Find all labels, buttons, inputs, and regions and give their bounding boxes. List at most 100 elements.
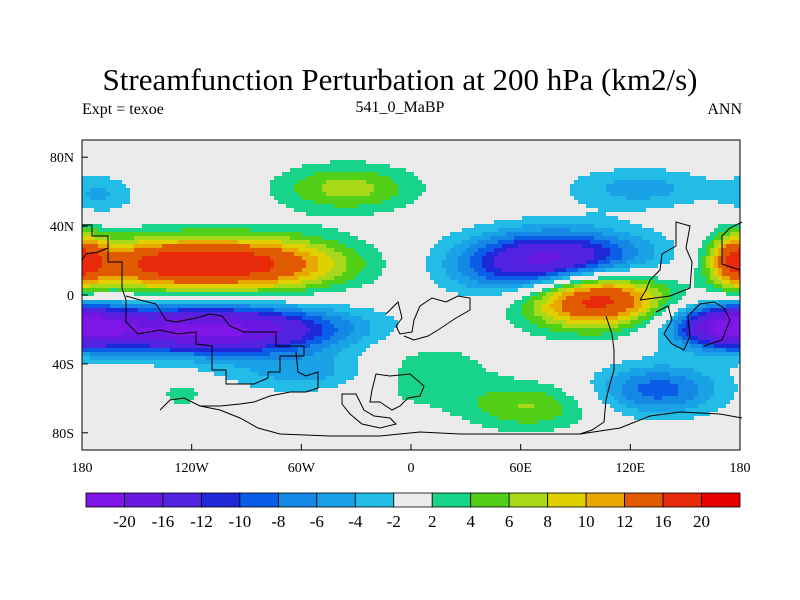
- contour-cell: [738, 180, 741, 185]
- contour-cell: [618, 148, 623, 153]
- contour-cell: [574, 188, 579, 193]
- contour-cell: [242, 216, 247, 221]
- contour-cell: [154, 200, 159, 205]
- contour-cell: [146, 176, 151, 181]
- contour-cell: [698, 200, 703, 205]
- contour-cell: [538, 252, 543, 257]
- contour-cell: [278, 140, 283, 145]
- contour-cell: [682, 140, 687, 145]
- contour-cell: [130, 184, 135, 189]
- contour-cell: [150, 232, 155, 237]
- contour-cell: [718, 212, 723, 217]
- contour-cell: [602, 240, 607, 245]
- contour-cell: [658, 248, 663, 253]
- contour-cell: [574, 200, 579, 205]
- contour-cell: [342, 216, 347, 221]
- contour-cell: [174, 220, 179, 225]
- contour-cell: [214, 156, 219, 161]
- contour-cell: [370, 200, 375, 205]
- contour-cell: [406, 164, 411, 169]
- contour-cell: [494, 192, 499, 197]
- contour-cell: [654, 204, 659, 209]
- contour-cell: [298, 168, 303, 173]
- contour-cell: [542, 180, 547, 185]
- contour-cell: [206, 224, 211, 229]
- contour-cell: [282, 236, 287, 241]
- contour-cell: [206, 260, 211, 265]
- contour-cell: [86, 152, 91, 157]
- contour-cell: [514, 228, 519, 233]
- contour-cell: [394, 220, 399, 225]
- contour-cell: [130, 148, 135, 153]
- contour-cell: [166, 240, 171, 245]
- contour-cell: [238, 256, 243, 261]
- contour-cell: [170, 148, 175, 153]
- contour-cell: [466, 164, 471, 169]
- contour-cell: [290, 204, 295, 209]
- contour-cell: [334, 144, 339, 149]
- contour-cell: [98, 180, 103, 185]
- contour-cell: [158, 164, 163, 169]
- contour-cell: [214, 236, 219, 241]
- contour-cell: [714, 220, 719, 225]
- contour-cell: [714, 148, 719, 153]
- contour-cell: [302, 188, 307, 193]
- contour-cell: [490, 148, 495, 153]
- contour-cell: [570, 168, 575, 173]
- contour-cell: [498, 144, 503, 149]
- contour-cell: [334, 148, 339, 153]
- contour-cell: [614, 256, 619, 261]
- contour-cell: [178, 204, 183, 209]
- contour-cell: [702, 228, 707, 233]
- contour-cell: [618, 140, 623, 145]
- contour-cell: [374, 248, 379, 253]
- contour-cell: [90, 260, 95, 265]
- contour-cell: [714, 144, 719, 149]
- contour-cell: [526, 148, 531, 153]
- contour-cell: [462, 180, 467, 185]
- contour-cell: [726, 180, 731, 185]
- contour-cell: [382, 232, 387, 237]
- contour-cell: [554, 256, 559, 261]
- contour-cell: [566, 164, 571, 169]
- contour-cell: [474, 164, 479, 169]
- contour-cell: [654, 208, 659, 213]
- contour-cell: [562, 156, 567, 161]
- contour-cell: [722, 220, 727, 225]
- contour-cell: [134, 260, 139, 265]
- contour-cell: [106, 232, 111, 237]
- contour-cell: [342, 228, 347, 233]
- contour-cell: [466, 168, 471, 173]
- contour-cell: [314, 180, 319, 185]
- contour-cell: [194, 144, 199, 149]
- contour-cell: [722, 240, 727, 245]
- contour-cell: [190, 228, 195, 233]
- contour-cell: [562, 200, 567, 205]
- contour-cell: [590, 248, 595, 253]
- contour-cell: [414, 140, 419, 145]
- contour-cell: [310, 144, 315, 149]
- contour-cell: [550, 140, 555, 145]
- contour-cell: [386, 228, 391, 233]
- contour-cell: [738, 232, 741, 237]
- contour-cell: [446, 212, 451, 217]
- contour-cell: [178, 172, 183, 177]
- contour-cell: [502, 140, 507, 145]
- contour-cell: [618, 152, 623, 157]
- contour-cell: [194, 196, 199, 201]
- contour-cell: [422, 180, 427, 185]
- contour-cell: [578, 212, 583, 217]
- contour-cell: [366, 204, 371, 209]
- contour-cell: [606, 156, 611, 161]
- contour-cell: [578, 240, 583, 245]
- contour-cell: [162, 180, 167, 185]
- contour-cell: [462, 192, 467, 197]
- contour-cell: [466, 244, 471, 249]
- contour-cell: [594, 232, 599, 237]
- contour-cell: [482, 176, 487, 181]
- contour-cell: [574, 140, 579, 145]
- contour-cell: [574, 208, 579, 213]
- contour-cell: [582, 228, 587, 233]
- contour-cell: [490, 244, 495, 249]
- contour-cell: [470, 184, 475, 189]
